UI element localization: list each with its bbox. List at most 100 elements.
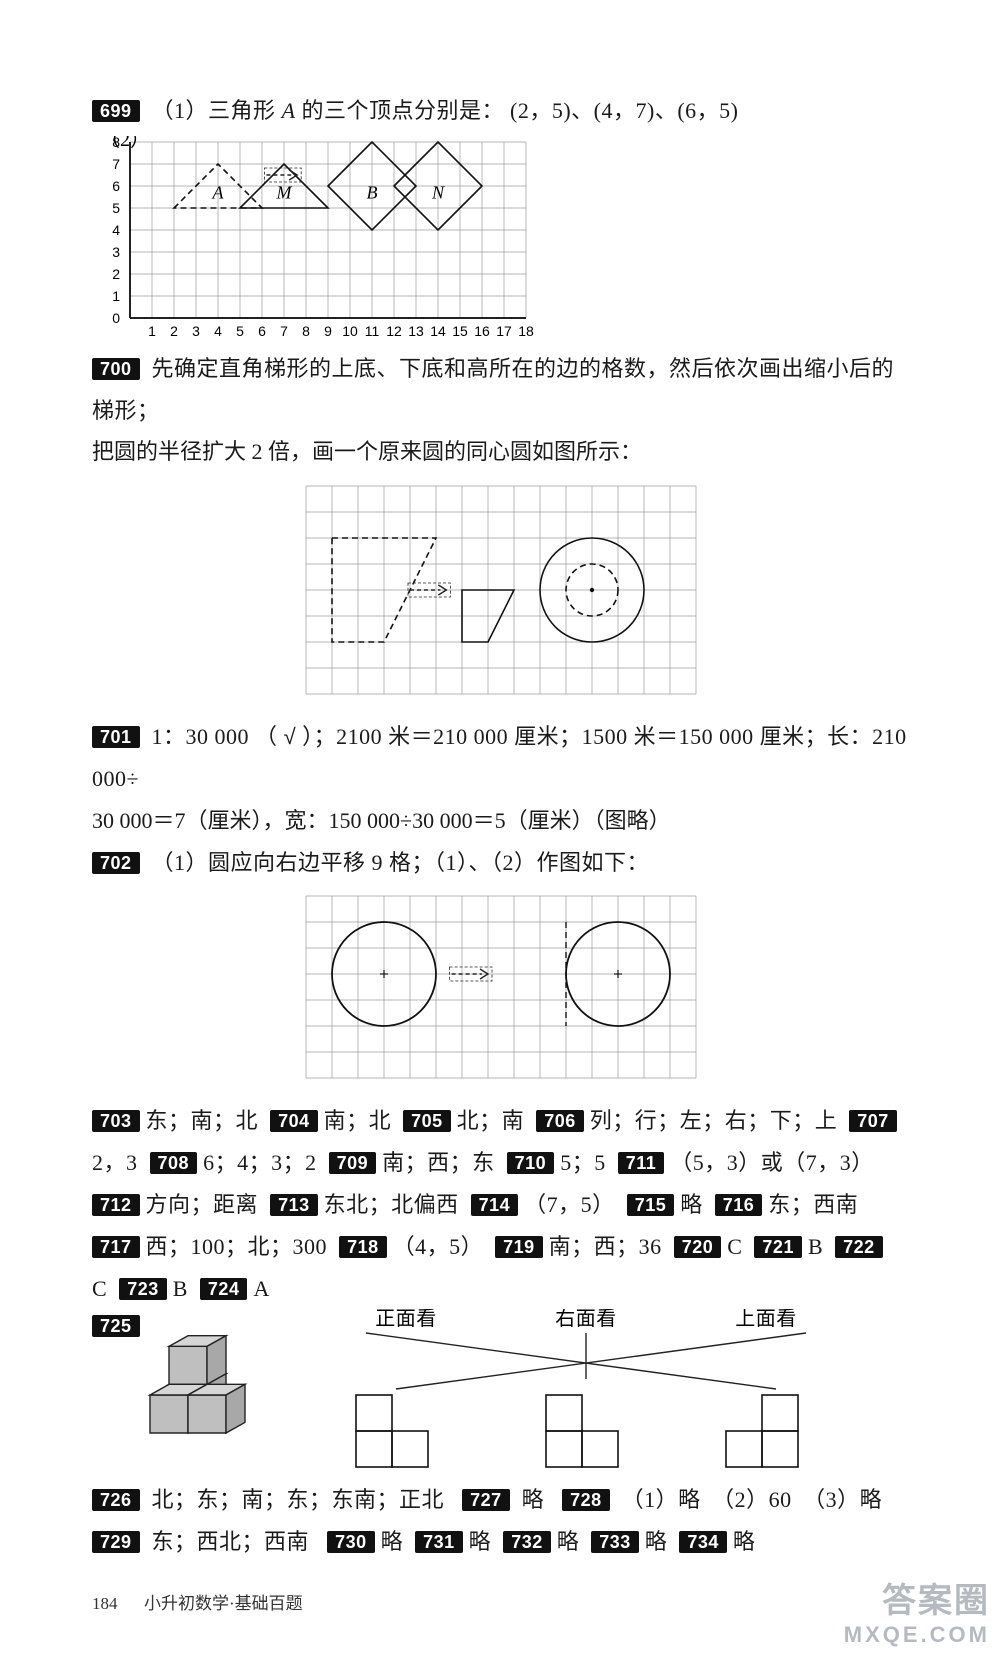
q701-line2: 30 000＝7（厘米），宽：150 000÷30 000＝5（厘米）（图略） [92, 800, 910, 842]
q718-ans: （4，5） [393, 1234, 484, 1259]
q725-line: 725 正面看 右面看 上面看 [92, 1309, 910, 1479]
svg-text:9: 9 [324, 323, 332, 339]
q700-text1: 先确定直角梯形的上底、下底和高所在的边的格数，然后依次画出缩小后的梯形； [92, 356, 894, 423]
q701-line1: 701 1：30 000 （ √ ）；2100 米＝210 000 厘米；150… [92, 716, 910, 800]
row-729-734: 729 东；西北；西南 730略731略732略733略734略 [92, 1521, 910, 1563]
q700-line1: 700 先确定直角梯形的上底、下底和高所在的边的格数，然后依次画出缩小后的梯形； [92, 348, 910, 432]
q726-number: 726 [92, 1489, 140, 1511]
row-726-728: 726 北；东；南；东；东南；正北 727 略 728 （1）略 （2）60 （… [92, 1479, 910, 1521]
svg-text:2: 2 [170, 323, 178, 339]
q711-number: 711 [618, 1152, 665, 1174]
q705-number: 705 [403, 1110, 451, 1132]
q715-number: 715 [627, 1194, 675, 1216]
q700-number: 700 [92, 358, 140, 380]
q728-number: 728 [562, 1489, 610, 1511]
q732-number: 732 [503, 1531, 551, 1553]
svg-text:6: 6 [112, 178, 120, 194]
svg-text:16: 16 [474, 323, 490, 339]
q725-diagram: 正面看 右面看 上面看 [146, 1309, 926, 1479]
q707-ans: 2，3 [92, 1150, 138, 1175]
q728-ans: （1）略 （2）60 （3）略 [622, 1487, 883, 1512]
q725-number: 725 [92, 1315, 140, 1337]
q699-chart: 012345678123456789101112131415161718（2）A… [92, 136, 910, 348]
q707-number: 707 [849, 1110, 897, 1132]
q720-number: 720 [674, 1236, 722, 1258]
svg-text:（2）: （2） [100, 136, 150, 151]
q729-number: 729 [92, 1531, 140, 1553]
svg-text:右面看: 右面看 [555, 1309, 617, 1330]
q718-number: 718 [339, 1236, 387, 1258]
q721-number: 721 [754, 1236, 802, 1258]
svg-text:1: 1 [148, 323, 156, 339]
svg-text:17: 17 [496, 323, 512, 339]
q700-chart [92, 485, 910, 700]
q699-vertices: (2，5)、(4，7)、(6，5) [510, 98, 738, 123]
svg-text:14: 14 [430, 323, 446, 339]
svg-text:3: 3 [112, 244, 120, 260]
q721-ans: B [808, 1234, 823, 1259]
q723-ans: B [173, 1276, 188, 1301]
watermark-line1: 答案圈 [844, 1573, 990, 1622]
q709-number: 709 [329, 1152, 377, 1174]
q699-text-b: 的三个顶点分别是： [302, 98, 505, 123]
svg-text:正面看: 正面看 [375, 1309, 437, 1330]
q708-ans: 6；4；3；2 [203, 1150, 317, 1175]
q731-ans: 略 [469, 1529, 492, 1554]
q706-number: 706 [536, 1110, 584, 1132]
q703-number: 703 [92, 1110, 140, 1132]
q701-t1a: 1：30 000 （ [152, 724, 278, 749]
check-icon: √ [284, 724, 297, 749]
page-number: 184 [92, 1594, 118, 1613]
q726-ans: 北；东；南；东；东南；正北 [152, 1487, 445, 1512]
q702-chart [92, 895, 910, 1084]
svg-text:7: 7 [280, 323, 288, 339]
svg-text:18: 18 [518, 323, 534, 339]
q732-ans: 略 [557, 1529, 580, 1554]
svg-text:上面看: 上面看 [735, 1309, 797, 1330]
q712-ans: 方向；距离 [146, 1192, 259, 1217]
q709-ans: 南；西；东 [382, 1150, 495, 1175]
q720-ans: C [727, 1234, 742, 1259]
q699-line: 699 （1）三角形 A 的三个顶点分别是： (2，5)、(4，7)、(6，5) [92, 90, 910, 132]
q717-ans: 西；100；北；300 [146, 1234, 328, 1259]
watermark-line2: MXQE.COM [844, 1622, 990, 1648]
q713-ans: 东北；北偏西 [324, 1192, 459, 1217]
q711-ans: （5，3）或（7，3） [670, 1150, 874, 1175]
svg-text:2: 2 [112, 266, 120, 282]
q710-ans: 5；5 [560, 1150, 606, 1175]
q733-ans: 略 [645, 1529, 668, 1554]
q714-number: 714 [471, 1194, 519, 1216]
q702-line: 702 （1）圆应向右边平移 9 格；（1）、（2）作图如下： [92, 842, 910, 884]
page-footer: 184 小升初数学·基础百题 [92, 1589, 910, 1614]
q734-number: 734 [679, 1531, 727, 1553]
q722-ans: C [92, 1276, 107, 1301]
q700-line2: 把圆的半径扩大 2 倍，画一个原来圆的同心圆如图所示： [92, 431, 910, 473]
q730-number: 730 [327, 1531, 375, 1553]
q699-A: A [282, 98, 296, 123]
svg-text:12: 12 [386, 323, 402, 339]
q705-ans: 北；南 [457, 1108, 525, 1133]
svg-text:13: 13 [408, 323, 424, 339]
watermark: 答案圈 MXQE.COM [844, 1573, 990, 1648]
q702-number: 702 [92, 852, 140, 874]
svg-text:8: 8 [302, 323, 310, 339]
q724-ans: A [253, 1276, 269, 1301]
q724-number: 724 [200, 1278, 248, 1300]
q731-number: 731 [415, 1531, 463, 1553]
q708-number: 708 [150, 1152, 198, 1174]
q714-ans: （7，5） [524, 1192, 615, 1217]
svg-text:M: M [276, 182, 293, 202]
q701-number: 701 [92, 726, 140, 748]
q730-ans: 略 [381, 1529, 404, 1554]
q719-ans: 南；西；36 [549, 1234, 662, 1259]
svg-text:A: A [212, 182, 225, 202]
q727-number: 727 [462, 1489, 510, 1511]
brief-answers: 703东；南；北704南；北705北；南706列；行；左；右；下；上7072，3… [92, 1100, 910, 1309]
q702-text: （1）圆应向右边平移 9 格；（1）、（2）作图如下： [152, 850, 650, 875]
q703-ans: 东；南；北 [146, 1108, 259, 1133]
svg-text:7: 7 [112, 156, 120, 172]
svg-text:B: B [367, 182, 378, 202]
q734-ans: 略 [733, 1529, 756, 1554]
q727-ans: 略 [522, 1487, 545, 1512]
q713-number: 713 [270, 1194, 318, 1216]
